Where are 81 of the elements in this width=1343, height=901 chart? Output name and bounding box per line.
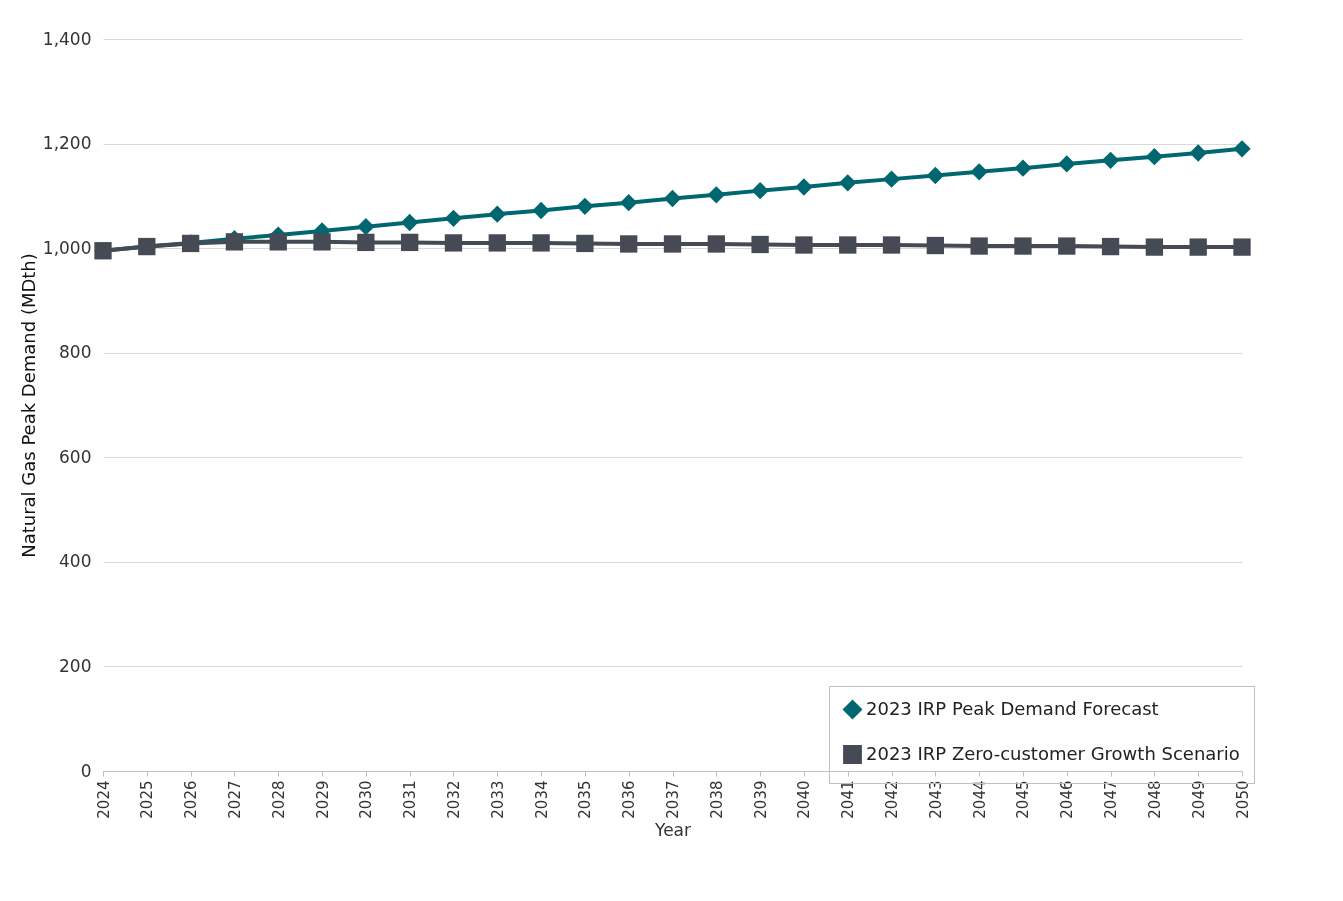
x-tick-label: 2027 [225,780,244,819]
point [970,237,988,255]
point [1233,140,1251,158]
y-tick-label: 600 [59,446,92,467]
point [795,236,813,254]
y-tick-label: 0 [80,760,92,781]
point [1145,238,1164,256]
point [663,189,682,208]
x-tick-label: 2039 [751,780,770,819]
point [400,213,419,232]
x-tick-label: 2045 [1014,780,1033,819]
x-tick-label: 2036 [620,780,639,819]
y-axis-title: Natural Gas Peak Demand (MDth) [17,253,39,558]
point [751,235,769,254]
point [882,170,901,188]
point [707,186,725,204]
point [400,233,419,252]
point [970,163,988,181]
x-tick-label: 2032 [444,780,463,819]
point [839,174,857,192]
y-tick-label: 1,400 [42,28,92,49]
point [1233,238,1251,256]
x-tick-label: 2050 [1233,780,1252,819]
x-tick-label: 2037 [664,780,682,819]
point [357,218,375,236]
x-tick-label: 2049 [1189,780,1208,819]
y-tick-label: 1,000 [42,237,92,258]
point [620,235,638,253]
point [795,178,813,196]
point [313,233,331,251]
y-tick-label: 200 [59,655,92,676]
point [663,235,682,253]
point [926,236,945,255]
x-tick-label: 2040 [795,780,814,819]
point [1014,237,1032,255]
point [488,234,506,252]
point [1101,237,1120,256]
x-tick-label: 2048 [1145,780,1164,819]
point [576,234,594,253]
legend-label: 2023 IRP Peak Demand Forecast [866,697,1159,719]
point [620,193,638,212]
point [444,234,463,252]
point [1058,237,1076,255]
point [357,233,375,252]
point [1189,144,1207,162]
point [488,205,506,223]
point [444,209,463,227]
point [576,197,594,215]
y-tick-label: 1,200 [42,133,92,154]
x-tick-label: 2033 [488,780,507,819]
x-axis-title: Year [654,819,691,840]
x-tick-label: 2030 [357,780,376,819]
x-tick-label: 2025 [138,780,157,819]
x-tick-label: 2029 [313,780,332,819]
point [926,166,945,185]
point [1189,238,1207,256]
point [1014,159,1032,177]
x-tick-label: 2034 [532,780,551,819]
x-tick-label: 2047 [1102,780,1121,819]
y-tick-label: 400 [59,551,92,572]
y-tick-label: 800 [59,342,92,363]
point [751,181,769,200]
point [1101,151,1120,169]
point [1145,147,1164,166]
point [269,233,287,251]
x-tick-label: 2038 [707,780,726,819]
x-tick-label: 2041 [839,780,858,819]
legend-label: 2023 IRP Zero-customer Growth Scenario [866,742,1240,764]
x-tick-label: 2035 [576,780,595,819]
point [532,234,550,252]
point [532,201,550,220]
x-tick-label: 2031 [401,780,420,819]
x-tick-label: 2028 [269,780,288,819]
point [839,236,857,254]
point [1058,155,1076,173]
point [882,236,901,254]
x-tick-label: 2024 [94,780,113,819]
point [707,235,725,253]
x-tick-label: 2046 [1058,780,1077,819]
x-tick-label: 2042 [883,780,902,819]
x-tick-label: 2026 [182,780,201,819]
